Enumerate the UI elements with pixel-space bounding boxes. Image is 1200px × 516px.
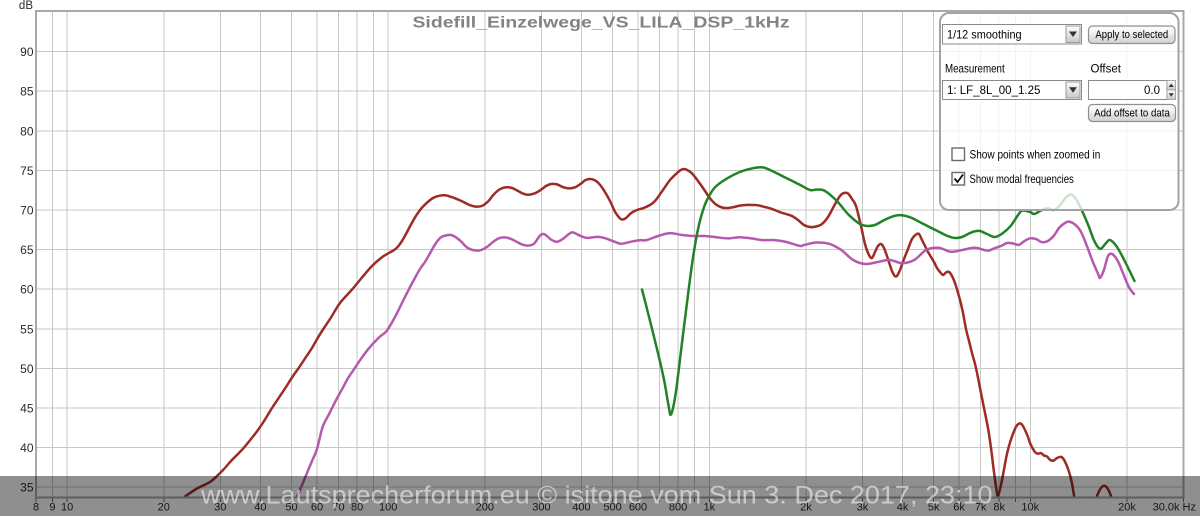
svg-text:9: 9 <box>49 502 55 514</box>
svg-text:70: 70 <box>332 502 344 514</box>
svg-text:80: 80 <box>20 124 34 138</box>
svg-text:www.Lautsprecherforum.eu © isi: www.Lautsprecherforum.eu © isitone vom S… <box>200 480 993 509</box>
svg-text:10k: 10k <box>1021 502 1039 514</box>
svg-text:600: 600 <box>629 502 647 514</box>
svg-text:60: 60 <box>311 502 323 514</box>
svg-text:7k: 7k <box>975 502 987 514</box>
svg-text:10: 10 <box>61 502 73 514</box>
svg-text:Add offset to data: Add offset to data <box>1094 108 1170 120</box>
svg-text:dB: dB <box>19 0 33 12</box>
svg-text:40: 40 <box>20 441 34 455</box>
svg-text:1/12 smoothing: 1/12 smoothing <box>947 29 1022 41</box>
svg-text:2k: 2k <box>800 502 812 514</box>
svg-text:45: 45 <box>20 402 34 416</box>
svg-text:300: 300 <box>532 502 550 514</box>
svg-text:55: 55 <box>20 322 34 336</box>
svg-text:90: 90 <box>20 45 34 59</box>
svg-text:0.0: 0.0 <box>1144 85 1160 97</box>
svg-text:50: 50 <box>285 502 297 514</box>
svg-text:400: 400 <box>572 502 590 514</box>
svg-text:35: 35 <box>20 481 34 495</box>
svg-text:800: 800 <box>669 502 687 514</box>
svg-text:30.0k Hz: 30.0k Hz <box>1153 502 1196 514</box>
svg-text:20k: 20k <box>1118 502 1136 514</box>
svg-text:20: 20 <box>158 502 170 514</box>
svg-text:50: 50 <box>20 362 34 376</box>
svg-text:Show points when zoomed in: Show points when zoomed in <box>970 149 1101 162</box>
svg-text:1: LF_8L_00_1.25: 1: LF_8L_00_1.25 <box>947 85 1040 97</box>
svg-text:Offset: Offset <box>1091 64 1122 76</box>
svg-text:65: 65 <box>20 243 34 257</box>
svg-text:200: 200 <box>476 502 494 514</box>
svg-text:Measurement: Measurement <box>945 63 1005 76</box>
svg-text:6k: 6k <box>953 502 965 514</box>
svg-text:Apply to selected: Apply to selected <box>1095 29 1168 41</box>
svg-text:40: 40 <box>254 502 266 514</box>
svg-text:8: 8 <box>33 502 39 514</box>
svg-text:70: 70 <box>20 204 34 218</box>
svg-text:30: 30 <box>214 502 226 514</box>
svg-text:3k: 3k <box>857 502 869 514</box>
svg-text:Show modal frequencies: Show modal frequencies <box>970 173 1074 186</box>
svg-text:Sidefill_Einzelwege_VS_LILA_DS: Sidefill_Einzelwege_VS_LILA_DSP_1kHz <box>412 13 789 31</box>
svg-text:60: 60 <box>20 283 34 297</box>
svg-text:1k: 1k <box>703 502 715 514</box>
svg-text:8k: 8k <box>993 502 1005 514</box>
svg-text:80: 80 <box>351 502 363 514</box>
svg-text:100: 100 <box>379 502 397 514</box>
svg-text:5k: 5k <box>928 502 940 514</box>
svg-text:75: 75 <box>20 164 34 178</box>
svg-text:500: 500 <box>603 502 621 514</box>
svg-text:85: 85 <box>20 85 34 99</box>
svg-text:4k: 4k <box>897 502 909 514</box>
